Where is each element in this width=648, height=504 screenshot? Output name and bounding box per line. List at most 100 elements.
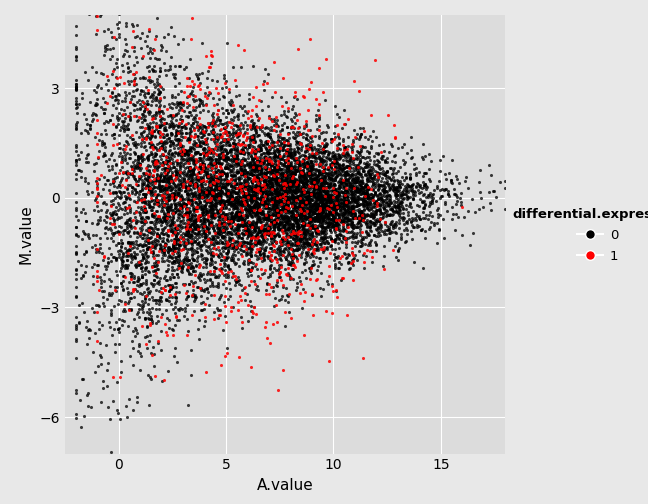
Point: [292, 178, 302, 186]
Point: [175, 195, 185, 203]
Point: [259, 256, 269, 264]
Point: [258, 141, 268, 149]
Point: [232, 210, 242, 218]
Point: [318, 185, 328, 194]
Point: [221, 284, 231, 292]
Point: [169, 196, 179, 204]
Point: [321, 139, 331, 147]
Point: [249, 194, 259, 202]
Point: [196, 284, 207, 292]
Point: [342, 212, 353, 220]
Point: [285, 166, 295, 174]
Point: [234, 173, 244, 181]
Point: [170, 279, 180, 287]
Point: [176, 147, 187, 155]
Point: [238, 143, 248, 151]
Point: [205, 169, 216, 177]
Point: [298, 208, 308, 216]
Point: [284, 198, 294, 206]
Point: [327, 158, 337, 166]
Point: [234, 230, 244, 238]
Point: [141, 226, 152, 234]
Point: [150, 114, 161, 122]
Point: [273, 193, 284, 201]
Point: [373, 195, 383, 203]
Point: [181, 240, 191, 248]
Point: [128, 183, 139, 192]
Point: [387, 211, 397, 219]
Point: [194, 284, 205, 292]
Point: [333, 167, 343, 175]
Point: [239, 167, 249, 175]
Point: [305, 224, 316, 232]
Point: [117, 205, 127, 213]
Point: [265, 145, 275, 153]
Point: [297, 202, 307, 210]
Point: [227, 161, 238, 169]
Point: [189, 80, 200, 88]
Point: [216, 197, 226, 205]
Point: [218, 181, 228, 189]
Point: [336, 174, 347, 182]
Point: [219, 219, 229, 227]
Point: [226, 179, 236, 187]
Point: [159, 246, 169, 255]
Point: [360, 143, 371, 151]
Point: [207, 124, 218, 133]
Point: [302, 168, 312, 176]
Point: [254, 96, 264, 104]
Point: [295, 171, 306, 179]
Point: [316, 154, 326, 162]
Point: [398, 156, 408, 164]
Point: [457, 231, 468, 239]
Point: [268, 235, 278, 243]
Point: [312, 210, 322, 218]
Point: [163, 204, 174, 212]
Point: [172, 169, 182, 177]
Point: [277, 140, 288, 148]
Point: [227, 128, 238, 136]
Point: [355, 212, 365, 220]
Point: [150, 177, 160, 185]
Point: [183, 136, 194, 144]
Point: [321, 184, 331, 192]
Point: [131, 199, 141, 207]
Point: [242, 213, 252, 221]
Point: [150, 159, 160, 167]
Point: [321, 237, 332, 245]
Point: [181, 266, 192, 274]
Point: [240, 213, 250, 221]
Point: [222, 181, 232, 189]
Point: [211, 161, 222, 169]
Point: [244, 137, 255, 145]
Point: [232, 111, 242, 119]
Point: [299, 179, 309, 187]
Point: [334, 163, 344, 171]
Point: [328, 196, 338, 204]
Point: [172, 156, 182, 164]
Point: [208, 113, 218, 121]
Point: [170, 290, 180, 298]
Point: [282, 213, 292, 221]
Point: [176, 154, 187, 162]
Point: [261, 163, 272, 171]
Point: [318, 207, 328, 215]
Point: [246, 152, 257, 160]
Point: [288, 175, 299, 183]
Point: [362, 153, 373, 161]
Point: [326, 235, 336, 243]
Point: [226, 181, 237, 190]
Point: [191, 207, 202, 215]
Point: [258, 249, 268, 257]
Point: [211, 156, 222, 164]
Point: [349, 211, 360, 219]
Point: [356, 213, 366, 221]
Point: [326, 227, 336, 235]
Point: [298, 129, 308, 137]
Point: [182, 231, 192, 239]
Point: [184, 269, 194, 277]
Point: [166, 185, 176, 194]
Point: [314, 153, 325, 161]
Point: [254, 164, 264, 172]
Point: [222, 224, 233, 232]
